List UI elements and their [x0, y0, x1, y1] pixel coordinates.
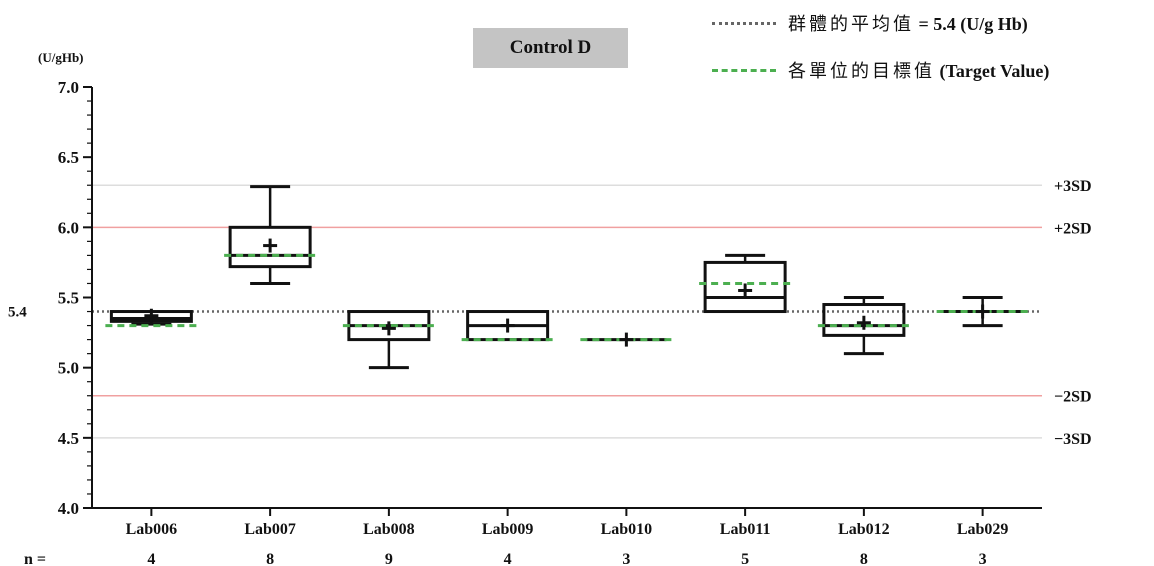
x-tick-label-lab009: Lab009 — [482, 521, 534, 538]
y-tick-label: 6.5 — [58, 148, 79, 167]
legend: 群體的平均值 = 5.4 (U/g Hb) 各單位的目標值 (Target Va… — [712, 10, 1049, 104]
y-tick-label: 5.5 — [58, 289, 79, 308]
legend-item-group-mean: 群體的平均值 = 5.4 (U/g Hb) — [712, 10, 1049, 36]
dashed-line-swatch — [712, 68, 776, 72]
x-tick-label-lab007: Lab007 — [244, 521, 296, 538]
n-count-lab007: 8 — [266, 551, 274, 566]
n-count-lab011: 5 — [741, 551, 749, 566]
ref-line-label: −3SD — [1054, 431, 1092, 448]
y-tick-label: 5.0 — [58, 359, 79, 378]
n-count-lab008: 9 — [385, 551, 393, 566]
box-lab012 — [822, 303, 906, 337]
n-count-lab029: 3 — [979, 551, 987, 566]
legend-label-target-value: 各單位的目標值 (Target Value) — [788, 61, 1050, 82]
n-count-lab010: 3 — [622, 551, 630, 566]
n-count-lab012: 8 — [860, 551, 868, 566]
y-tick-label: 7.0 — [58, 78, 79, 97]
dotted-line-swatch — [712, 21, 776, 25]
y-tick-label: 4.0 — [58, 499, 79, 518]
x-tick-label-lab010: Lab010 — [601, 521, 653, 538]
x-tick-label-lab012: Lab012 — [838, 521, 890, 538]
box-lab011 — [703, 260, 787, 314]
n-count-lab006: 4 — [147, 551, 155, 566]
n-count-lab009: 4 — [504, 551, 512, 566]
n-label: n = — [24, 551, 46, 566]
ref-line-label: +2SD — [1054, 220, 1092, 237]
legend-label-group-mean: 群體的平均值 = 5.4 (U/g Hb) — [788, 14, 1028, 35]
x-tick-label-lab008: Lab008 — [363, 521, 415, 538]
ref-line-label: +3SD — [1054, 178, 1092, 195]
mean-value-label: 5.4 — [8, 305, 27, 321]
chart-title: Control D — [473, 28, 628, 68]
x-tick-label-lab006: Lab006 — [126, 521, 178, 538]
x-tick-label-lab011: Lab011 — [720, 521, 771, 538]
y-tick-label: 4.5 — [58, 429, 79, 448]
ref-line-label: −2SD — [1054, 389, 1092, 406]
y-axis-unit-label: (U/gHb) — [38, 50, 84, 65]
box-lab007 — [228, 225, 312, 269]
x-tick-label-lab029: Lab029 — [957, 521, 1009, 538]
legend-item-target-value: 各單位的目標值 (Target Value) — [712, 57, 1049, 83]
y-tick-label: 6.0 — [58, 218, 79, 237]
